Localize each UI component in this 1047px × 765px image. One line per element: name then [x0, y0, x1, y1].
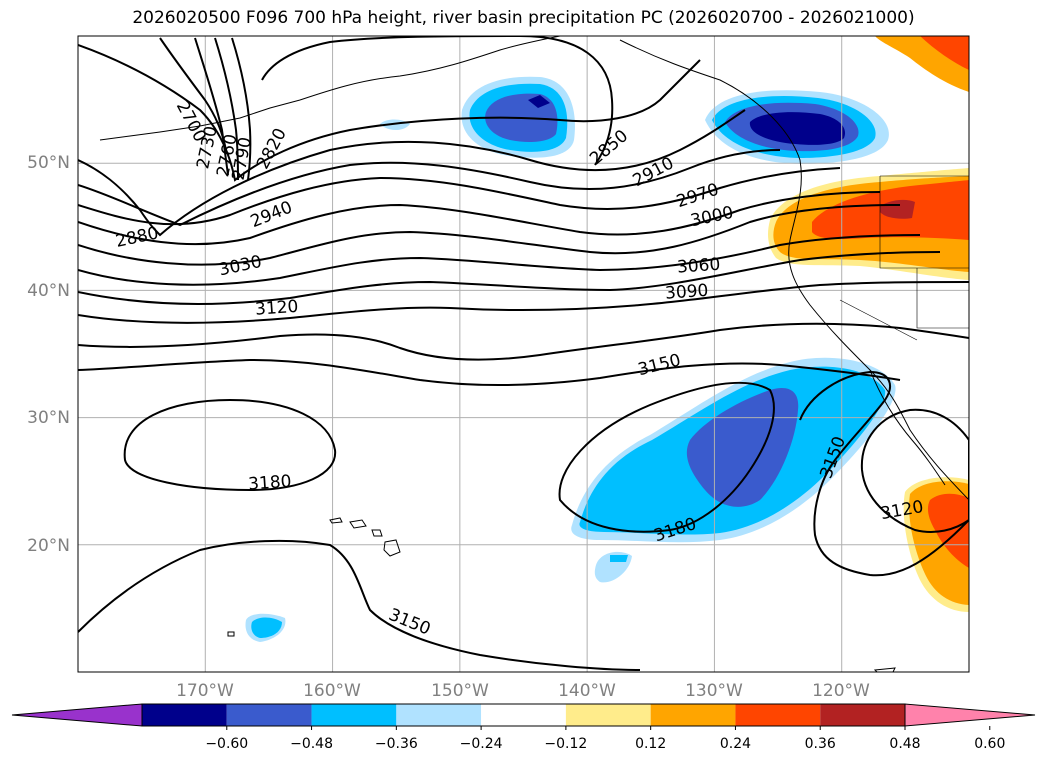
lon-label-170w: 170°W: [176, 681, 234, 701]
colorbar: −0.60 −0.48 −0.36 −0.24 −0.12 0.12 0.24 0.36 0.4…: [11, 703, 1036, 752]
positive-anomaly-north-edge-inner: [920, 36, 969, 70]
height-contour-layer: [78, 36, 969, 671]
state-border-4: [839, 299, 918, 341]
colorbar-label: −0.12: [544, 736, 587, 752]
colorbar-label: −0.24: [460, 736, 503, 752]
contour-label-3000: 3000: [689, 203, 735, 232]
coastline-layer: [99, 36, 969, 672]
coastline-aleutians: [99, 99, 301, 141]
contour-label-3120: 3120: [255, 297, 300, 320]
contour-2790: [231, 37, 252, 181]
contour-3180: [123, 398, 337, 492]
contour-label-3180: 3180: [248, 472, 293, 495]
precip-fill-layer: [245, 36, 969, 642]
contour-3150-east: [799, 370, 969, 577]
chart-title: 2026020500 F096 700 hPa height, river ba…: [132, 8, 915, 28]
colorbar-swatch: [311, 704, 397, 726]
lon-label-140w: 140°W: [558, 681, 616, 701]
contour-3000: [78, 204, 901, 266]
negative-anomaly-ne-pacific-max: [528, 95, 550, 108]
lat-label-40: 40°N: [27, 281, 70, 301]
contour-3030: [78, 234, 921, 286]
colorbar-swatch: [481, 704, 566, 726]
colorbar-label: 0.12: [635, 736, 666, 752]
negative-anomaly-pacific-nw-max: [749, 112, 845, 145]
contour-3120: [78, 322, 969, 361]
colorbar-label: 0.48: [889, 736, 920, 752]
contour-label-3150: 3150: [636, 350, 683, 380]
contour-2910: [78, 149, 781, 227]
contour-2760: [214, 37, 239, 181]
lat-axis: 50°N 40°N 30°N 20°N: [27, 153, 70, 556]
lon-label-130w: 130°W: [685, 681, 743, 701]
colorbar-extend-low: [11, 703, 143, 727]
contour-2970: [78, 191, 881, 246]
colorbar-extend-high: [904, 703, 1036, 727]
positive-anomaly-mexico-inner: [927, 493, 969, 568]
lon-label-150w: 150°W: [431, 681, 489, 701]
coastline-alaska: [299, 36, 561, 101]
colorbar-label: 0.60: [974, 736, 1005, 752]
colorbar-label: −0.60: [205, 736, 248, 752]
lat-label-30: 30°N: [27, 408, 70, 428]
hawaii-island-2: [349, 519, 367, 529]
state-border-2: [879, 176, 969, 269]
contour-3180-east: [558, 381, 775, 533]
contour-3090: [78, 281, 969, 324]
contour-label-3030: 3030: [217, 252, 263, 281]
contour-2940: [78, 167, 841, 226]
lon-axis: 170°W 160°W 150°W 140°W 130°W 120°W: [176, 681, 870, 701]
colorbar-label: 0.36: [805, 736, 836, 752]
contour-2730: [194, 37, 229, 176]
coastline-baja: [869, 369, 946, 486]
contour-label-3060: 3060: [676, 255, 721, 278]
colorbar-swatch: [565, 704, 651, 726]
hawaii-island-4: [383, 539, 401, 557]
colorbar-swatch: [735, 704, 821, 726]
contour-3150-south: [78, 539, 641, 671]
lat-label-50: 50°N: [27, 153, 70, 173]
colorbar-outline: [141, 703, 906, 727]
contour-label-2910: 2910: [630, 153, 678, 191]
colorbar-label: 0.24: [720, 736, 751, 752]
lon-label-120w: 120°W: [812, 681, 870, 701]
hawaii-island-1: [329, 517, 343, 524]
contour-label-3090: 3090: [665, 281, 710, 304]
contour-2700: [159, 37, 227, 151]
lat-label-20: 20°N: [27, 536, 70, 556]
contour-2850: [78, 44, 701, 182]
island-east: [873, 667, 896, 672]
lon-label-160w: 160°W: [303, 681, 361, 701]
contour-3060: [78, 251, 941, 305]
colorbar-swatch: [142, 704, 227, 726]
colorbar-swatch: [820, 704, 905, 726]
negative-anomaly-small-south-core: [610, 555, 628, 562]
contour-3120-east: [860, 408, 969, 533]
contour-label-2940: 2940: [248, 197, 296, 232]
contour-2880: [78, 109, 746, 237]
colorbar-label: −0.48: [290, 736, 333, 752]
island-west: [227, 631, 235, 637]
colorbar-swatch: [226, 704, 312, 726]
contour-3150: [78, 358, 901, 387]
state-border-3: [916, 268, 969, 329]
hawaii-island-3: [371, 529, 383, 537]
negative-anomaly-hawaii-west-core: [251, 617, 282, 638]
coastline-north-america-west: [619, 39, 969, 501]
colorbar-label: −0.36: [375, 736, 418, 752]
map-frame: [77, 35, 970, 673]
colorbar-swatch: [396, 704, 482, 726]
contour-label-2880: 2880: [114, 223, 160, 252]
colorbar-swatch: [650, 704, 736, 726]
